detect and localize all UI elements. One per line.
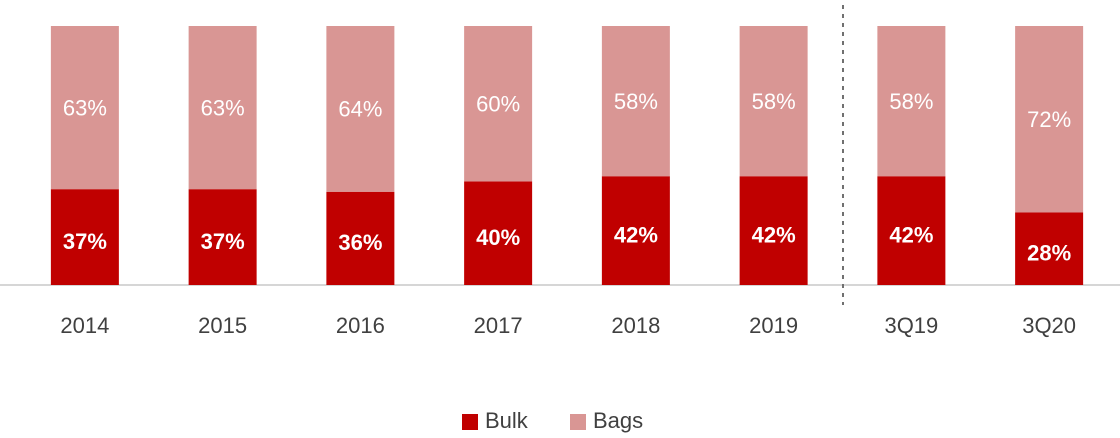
bar-segment bbox=[877, 176, 946, 285]
value-label: 58% bbox=[614, 89, 658, 114]
bar-segment bbox=[464, 181, 533, 285]
bar-segment bbox=[50, 26, 119, 190]
value-label: 63% bbox=[63, 95, 107, 120]
x-tick-label: 2016 bbox=[336, 313, 385, 338]
bar-segment bbox=[188, 189, 257, 285]
value-label: 64% bbox=[338, 97, 382, 122]
bar-segment bbox=[464, 26, 533, 182]
bar-segment bbox=[877, 26, 946, 177]
value-label: 42% bbox=[614, 222, 658, 247]
x-tick-label: 3Q19 bbox=[884, 313, 938, 338]
x-tick-label: 2014 bbox=[60, 313, 109, 338]
value-label: 42% bbox=[752, 222, 796, 247]
bar-segment bbox=[601, 26, 670, 177]
value-label: 40% bbox=[476, 225, 520, 250]
legend-swatch bbox=[570, 414, 586, 430]
x-tick-label: 2018 bbox=[611, 313, 660, 338]
value-label: 72% bbox=[1027, 107, 1071, 132]
value-label: 28% bbox=[1027, 241, 1071, 266]
x-tick-label: 2015 bbox=[198, 313, 247, 338]
bar-segment bbox=[601, 176, 670, 285]
legend-label: Bags bbox=[593, 408, 643, 433]
value-label: 63% bbox=[201, 95, 245, 120]
value-label: 37% bbox=[63, 229, 107, 254]
value-label: 60% bbox=[476, 92, 520, 117]
bar-segment bbox=[326, 26, 395, 192]
value-label: 58% bbox=[889, 89, 933, 114]
value-label: 58% bbox=[752, 89, 796, 114]
bar-segment bbox=[1015, 26, 1084, 213]
legend-swatch bbox=[462, 414, 478, 430]
value-label: 37% bbox=[201, 229, 245, 254]
x-tick-label: 3Q20 bbox=[1022, 313, 1076, 338]
value-label: 42% bbox=[889, 222, 933, 247]
bar-segment bbox=[739, 26, 808, 177]
bar-segment bbox=[326, 191, 395, 285]
bar-segment bbox=[50, 189, 119, 285]
value-label: 36% bbox=[338, 230, 382, 255]
bar-segment bbox=[739, 176, 808, 285]
x-tick-label: 2019 bbox=[749, 313, 798, 338]
bar-segment bbox=[1015, 212, 1084, 285]
x-tick-label: 2017 bbox=[474, 313, 523, 338]
bar-segment bbox=[188, 26, 257, 190]
legend-label: Bulk bbox=[485, 408, 529, 433]
